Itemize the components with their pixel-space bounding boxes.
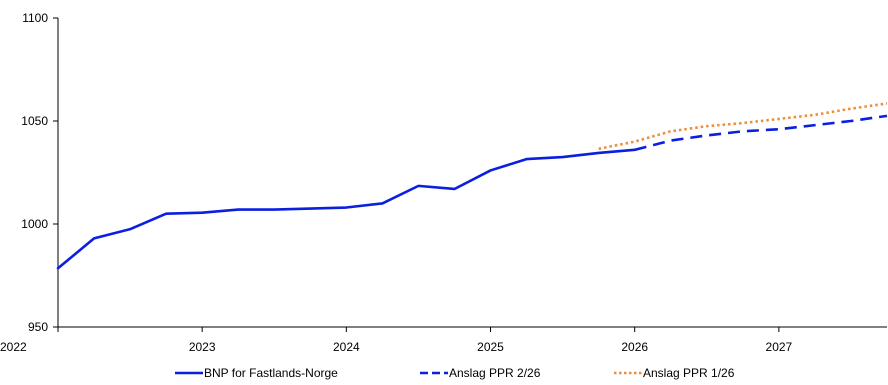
x-tick-label: 2026 [621,340,648,354]
x-tick-label: 2022 [0,340,27,354]
series-line-1 [56,148,636,270]
series-line-3 [598,102,888,151]
y-tick-label: 1100 [22,11,48,25]
x-tick-label: 2024 [333,340,360,354]
axes: 950 1000 1050 1100 2022 2023 2024 2025 2026 2027 [0,11,887,354]
y-tick-label: 1000 [21,217,48,231]
legend-label-2: Anslag PPR 2/26 [449,366,541,380]
legend-label-3: Anslag PPR 1/26 [643,366,735,380]
y-tick-label: 1050 [21,114,48,128]
legend-label-1: BNP for Fastlands-Norge [204,366,338,380]
x-tick-label: 2023 [189,340,216,354]
x-tick-label: 2025 [477,340,504,354]
series-layer [56,102,888,270]
y-tick-label: 950 [28,320,48,334]
legend: BNP for Fastlands-Norge Anslag PPR 2/26 An… [175,366,735,380]
series-line-2 [634,114,888,152]
x-tick-label: 2027 [766,340,793,354]
